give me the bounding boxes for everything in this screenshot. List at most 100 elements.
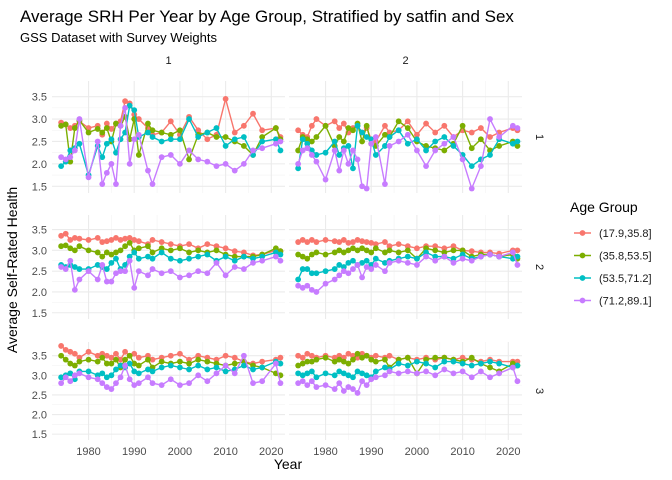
data-point <box>295 160 302 167</box>
facet-strip-satfin-3: 3 <box>533 388 545 394</box>
data-point <box>477 163 484 170</box>
data-point <box>414 370 420 377</box>
data-point <box>308 358 315 365</box>
data-point <box>395 249 402 256</box>
data-point <box>514 143 521 149</box>
data-point <box>158 270 165 277</box>
data-point <box>404 362 411 369</box>
data-point <box>71 147 78 154</box>
data-point <box>340 147 347 154</box>
data-point <box>71 372 78 379</box>
data-point <box>450 370 457 377</box>
data-point <box>382 259 388 266</box>
data-point <box>304 136 311 143</box>
data-point <box>158 239 165 245</box>
data-point <box>108 136 115 143</box>
data-point <box>85 129 92 136</box>
data-point <box>113 120 119 127</box>
data-point <box>336 272 343 279</box>
data-point <box>414 147 420 154</box>
series-line-4 <box>297 116 518 191</box>
data-point <box>432 253 439 260</box>
legend-item: (53.5,71.2] <box>574 273 652 285</box>
data-point <box>145 272 151 279</box>
data-point <box>231 253 238 260</box>
data-point <box>117 136 124 143</box>
data-point <box>299 284 306 291</box>
data-point <box>195 356 202 363</box>
data-point <box>177 257 183 264</box>
data-point <box>308 122 315 129</box>
data-point <box>514 262 521 268</box>
data-point <box>222 352 229 359</box>
data-point <box>313 356 320 363</box>
data-point <box>313 270 320 277</box>
x-tick-label: 1980 <box>313 446 337 458</box>
data-point <box>331 386 338 392</box>
data-point <box>468 362 475 369</box>
data-point <box>131 249 138 256</box>
data-point <box>423 163 429 170</box>
data-point <box>423 249 429 256</box>
data-point <box>308 237 315 243</box>
data-point <box>122 235 128 242</box>
data-point <box>295 251 302 258</box>
legend-item: (17.9,35.8] <box>574 228 652 240</box>
data-point <box>331 372 338 379</box>
data-point <box>336 167 343 174</box>
data-point <box>122 362 128 369</box>
data-point <box>85 174 92 181</box>
data-point <box>395 257 402 264</box>
data-point <box>62 156 69 163</box>
data-point <box>145 356 151 363</box>
facet-strip-sex-2: 2 <box>402 55 408 67</box>
data-point <box>67 158 74 165</box>
data-point <box>432 354 439 361</box>
data-point <box>222 134 229 140</box>
data-point <box>158 154 165 161</box>
data-point <box>295 239 302 245</box>
data-point <box>240 253 247 260</box>
data-point <box>186 360 192 367</box>
data-point <box>76 116 83 122</box>
data-point <box>441 147 448 154</box>
data-point <box>195 127 202 134</box>
data-point <box>468 145 475 152</box>
data-point <box>67 147 74 154</box>
data-point <box>99 370 106 377</box>
data-point <box>231 248 238 255</box>
data-point <box>368 262 375 268</box>
data-point <box>277 380 284 387</box>
data-point <box>363 257 370 264</box>
data-point <box>62 242 69 249</box>
data-point <box>304 370 311 377</box>
data-point <box>340 370 347 377</box>
data-point <box>259 358 266 365</box>
data-point <box>149 356 156 363</box>
data-point <box>372 374 379 381</box>
data-point <box>363 134 370 140</box>
data-point <box>382 181 388 187</box>
data-point <box>423 245 429 252</box>
panel-sex-2-satfin-2 <box>289 215 522 319</box>
data-point <box>404 131 411 138</box>
data-point <box>122 104 128 111</box>
data-point <box>259 364 266 371</box>
data-point <box>432 372 439 379</box>
data-point <box>103 374 110 381</box>
data-point <box>414 262 420 268</box>
data-point <box>117 237 124 243</box>
data-point <box>345 247 352 254</box>
data-point <box>145 374 151 381</box>
data-point <box>108 259 115 266</box>
data-point <box>496 253 503 260</box>
data-point <box>186 272 192 279</box>
data-point <box>85 247 92 254</box>
data-point <box>177 382 183 389</box>
series-line-2 <box>297 120 518 152</box>
data-point <box>204 136 211 143</box>
legend-title: Age Group <box>570 199 638 215</box>
y-tick-label: 3.0 <box>32 245 47 257</box>
data-point <box>231 360 238 367</box>
data-point <box>487 374 493 381</box>
